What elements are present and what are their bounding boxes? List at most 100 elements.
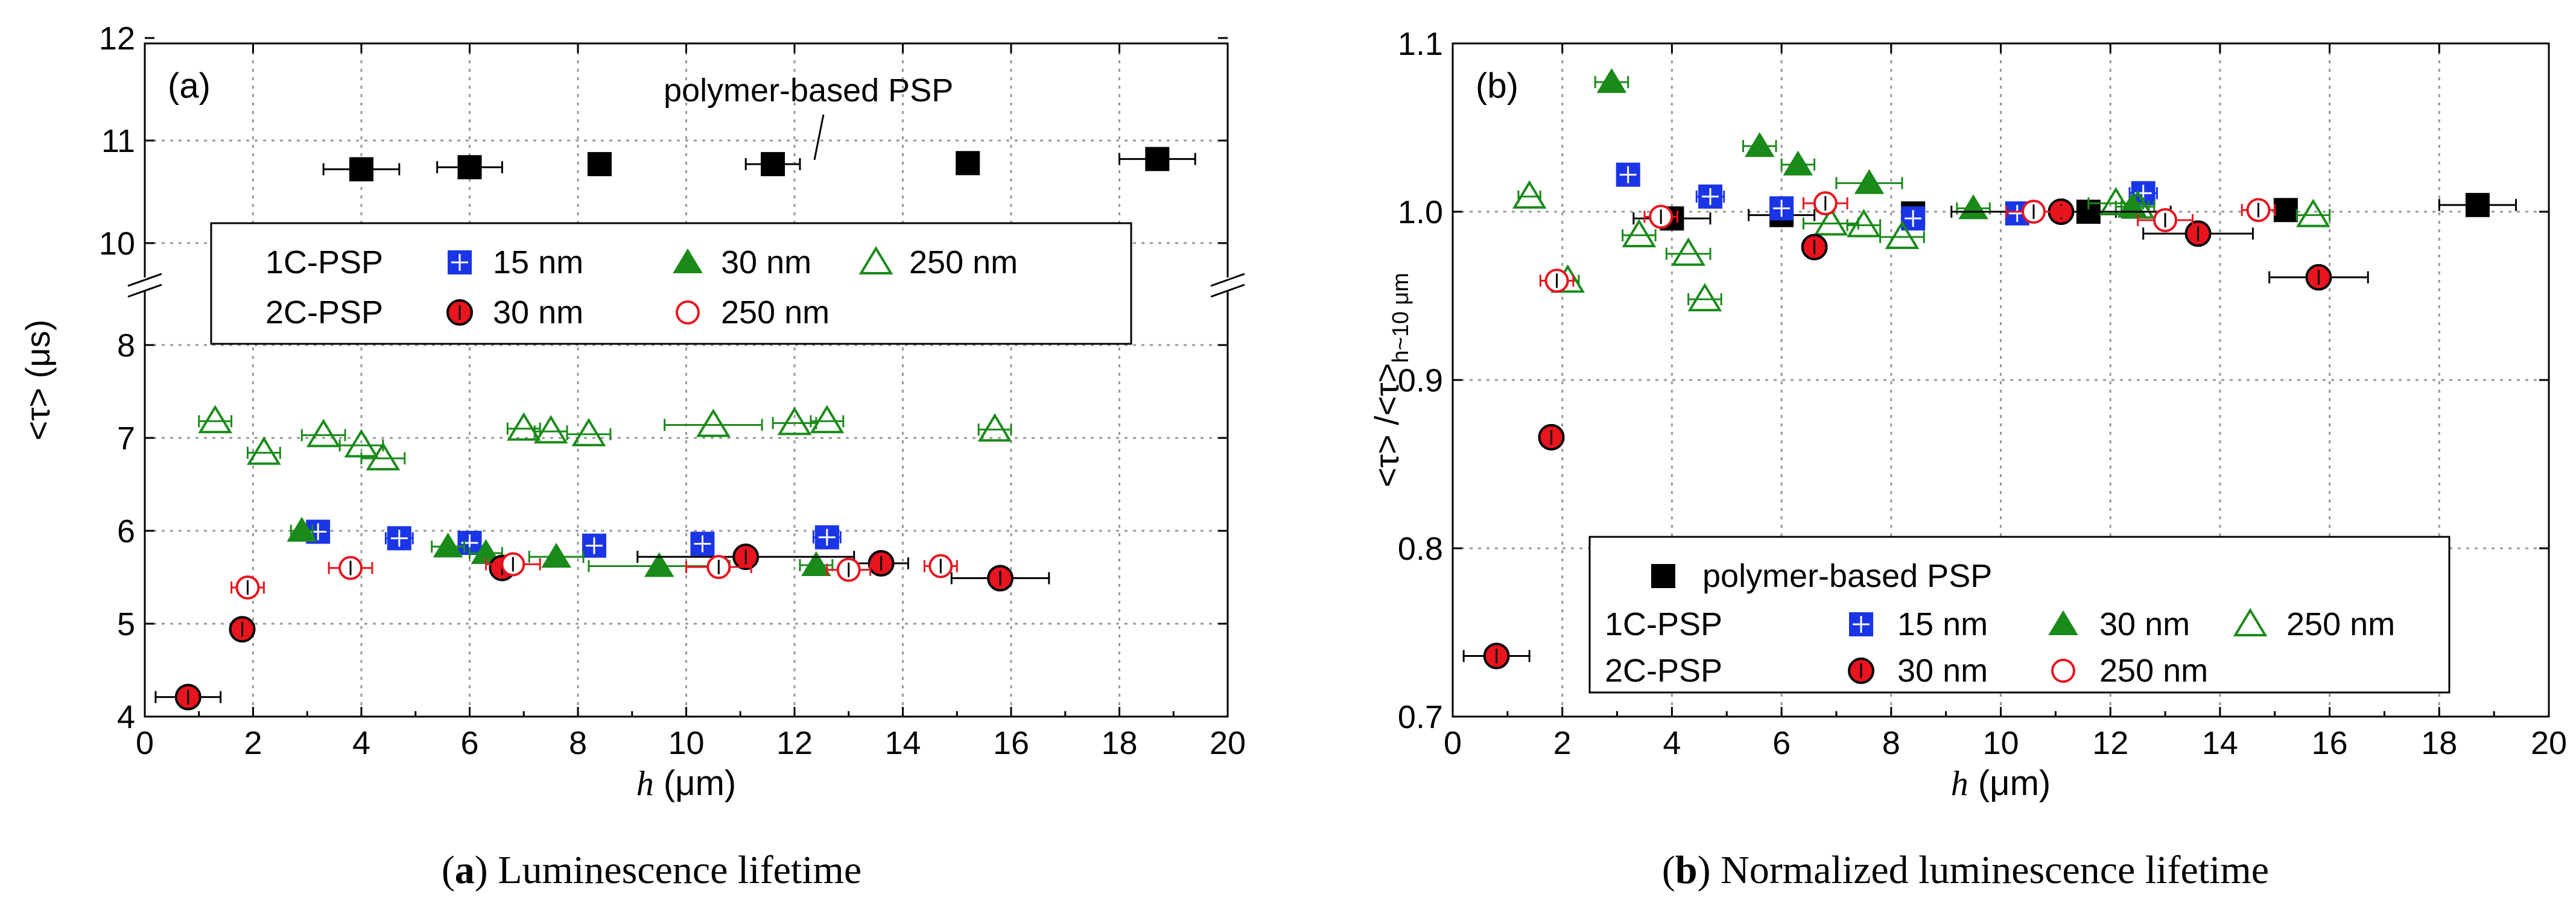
data-point	[587, 152, 612, 177]
caption-a-label: a	[454, 848, 475, 892]
x-tick-label: 14	[2202, 725, 2238, 761]
data-point	[1687, 283, 1722, 312]
data-point	[761, 152, 785, 177]
x-tick-label: 10	[1982, 725, 2019, 761]
chart-b: 0 2 4 6 8 10 12 14 16 18 20 0.7 0.8 0.9 1.0 1.1 h (μm) (b…	[1398, 26, 2567, 803]
x-tick-label: 20	[2531, 725, 2567, 761]
x-tick-label: 6	[1772, 725, 1791, 761]
legend-entry-label: 30 nm	[2099, 606, 2190, 642]
data-point	[1744, 131, 1775, 157]
data-point	[1847, 209, 1881, 238]
y-tick-label: 0.8	[1398, 531, 1443, 567]
caption-a: (a) Luminescence lifetime	[441, 848, 862, 892]
legend-marker	[2233, 607, 2268, 636]
y-tick-label: 10	[99, 226, 135, 262]
y-tick-label: 1.0	[1398, 194, 1443, 230]
legend-group-label: 2C-PSP	[1605, 653, 1722, 689]
data-point	[1671, 237, 1705, 266]
legend-marker	[2048, 610, 2078, 635]
data-point	[777, 407, 812, 436]
data-point	[247, 436, 281, 465]
axis-break-mark	[127, 273, 162, 287]
series-circle-open-red	[230, 552, 958, 600]
y-tick-label: 1.1	[1398, 26, 1443, 62]
caption-b-text: Normalized luminescence lifetime	[1710, 848, 2270, 892]
data-point	[287, 516, 317, 542]
legend-group-label: 1C-PSP	[1605, 606, 1722, 642]
data-point	[2273, 198, 2298, 223]
y-tick-label: 12	[99, 21, 135, 57]
x-tick-label: 12	[776, 725, 813, 761]
legend-box	[1588, 536, 2451, 694]
legend-marker	[1651, 564, 1675, 588]
x-tick-label: 0	[136, 725, 154, 761]
data-point	[533, 415, 568, 444]
x-tick-label: 10	[668, 725, 704, 761]
legend-entry-label: 250 nm	[2286, 606, 2395, 642]
series-square-blue	[1616, 162, 2158, 231]
data-point	[2465, 192, 2490, 217]
y-axis-label: <τ> (μs)	[19, 320, 57, 441]
x-tick-label: 8	[1882, 725, 1900, 761]
legend-entry-label: 15 nm	[493, 244, 583, 280]
caption-b: (b) Normalized luminescence lifetime	[1661, 848, 2270, 892]
caption-a-text: Luminescence lifetime	[487, 848, 862, 892]
data-point	[366, 442, 401, 470]
y-tick-label: 7	[117, 420, 135, 457]
x-tick-label: 16	[993, 725, 1029, 761]
data-point	[198, 405, 233, 434]
legend-entry-label: 30 nm	[721, 244, 811, 280]
y-axis-label-b: <τ> /<τ>h~10 μm	[1368, 273, 1413, 487]
data-point	[2098, 186, 2133, 216]
data-point	[349, 157, 373, 182]
y-tick-label: 6	[117, 513, 135, 550]
x-tick-label: 2	[244, 725, 262, 761]
series-triangle-green	[287, 516, 834, 577]
legend-a: 1C-PSP 15 nm 30 nm 250 nm 2C-PSP 30 nm 250 nm	[210, 222, 1132, 345]
series-circle-red	[154, 543, 1050, 711]
y-tick-label: 11	[101, 123, 135, 159]
x-tick-label: 12	[2092, 725, 2128, 761]
axis-break-mark	[1210, 284, 1245, 298]
data-point	[306, 419, 341, 448]
data-point	[810, 405, 845, 434]
data-point	[1813, 207, 1848, 236]
x-tick-label: 4	[352, 725, 370, 761]
series-circle-open-red	[1539, 191, 2276, 293]
x-axis-label: h (μm)	[1951, 764, 2051, 803]
x-tick-label: 0	[1444, 725, 1462, 761]
grid	[145, 43, 1228, 717]
series-triangle-green	[1594, 68, 2150, 220]
data-point	[471, 539, 501, 564]
y-tick-label: 0.9	[1398, 363, 1443, 399]
x-tick-label: 6	[460, 725, 478, 761]
data-point	[1783, 150, 1813, 176]
legend-entry-label: 30 nm	[493, 294, 583, 331]
legend-entry-label: 15 nm	[1897, 606, 1988, 642]
legend-marker	[676, 300, 700, 325]
data-point	[1885, 220, 1920, 249]
x-axis-var: h	[636, 764, 654, 803]
axis-break-mark	[127, 284, 162, 298]
plot-frame	[144, 42, 1229, 718]
x-axis-label: h (μm)	[636, 764, 736, 803]
panel-label: (b)	[1476, 66, 1518, 106]
x-tick-label: 20	[1210, 725, 1246, 761]
legend-entry-label: 250 nm	[909, 244, 1018, 280]
x-tick-label: 4	[1663, 725, 1681, 761]
y-tick-label: 4	[117, 699, 135, 735]
legend-marker	[673, 248, 703, 273]
data-point	[977, 413, 1012, 442]
legend-group-label: 1C-PSP	[265, 244, 383, 280]
x-tick-label: 2	[1553, 725, 1572, 761]
y-axis-label-main: <τ> /<τ>	[1368, 363, 1406, 487]
data-point	[457, 155, 482, 180]
x-tick-label: 16	[2312, 725, 2348, 761]
annotation-text: polymer-based PSP	[664, 72, 953, 109]
x-tick-label: 14	[884, 725, 921, 761]
legend-box	[210, 222, 1132, 345]
legend-entry-label: 30 nm	[1897, 653, 1988, 689]
data-point	[2296, 198, 2330, 227]
series-square-black	[322, 147, 1196, 182]
